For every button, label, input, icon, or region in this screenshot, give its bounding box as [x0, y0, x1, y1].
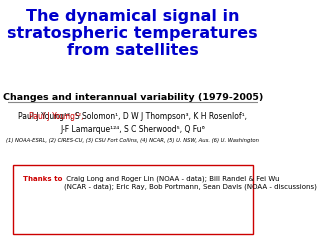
FancyBboxPatch shape	[12, 165, 253, 234]
Text: Paul J Young¹²,: Paul J Young¹²,	[29, 112, 83, 121]
Text: Changes and interannual variability (1979-2005): Changes and interannual variability (197…	[3, 93, 263, 102]
Text: Paul J Young¹², S Solomon¹, D W J Thompson³, K H Rosenlof¹,: Paul J Young¹², S Solomon¹, D W J Thomps…	[18, 112, 247, 121]
Text: Craig Long and Roger Lin (NOAA - data); Bill Randel & Fei Wu
(NCAR - data); Eric: Craig Long and Roger Lin (NOAA - data); …	[64, 176, 317, 190]
Text: The dynamical signal in
stratospheric temperatures
from satellites: The dynamical signal in stratospheric te…	[7, 8, 258, 58]
Text: Thanks to: Thanks to	[23, 176, 62, 182]
Text: (1) NOAA-ESRL, (2) CIRES-CU, (3) CSU Fort Collins, (4) NCAR, (5) U. NSW, Aus. (6: (1) NOAA-ESRL, (2) CIRES-CU, (3) CSU For…	[6, 138, 259, 143]
Text: J-F Lamarque¹²⁴, S C Sherwood⁵, Q Fu⁶: J-F Lamarque¹²⁴, S C Sherwood⁵, Q Fu⁶	[60, 125, 205, 134]
